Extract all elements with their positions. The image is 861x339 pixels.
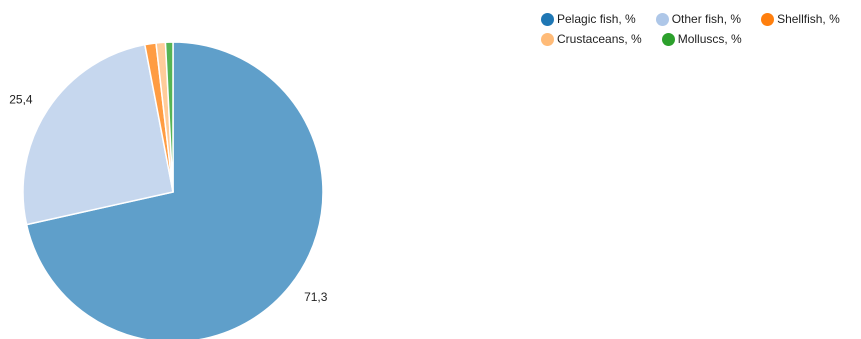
pie-slice-other-fish[interactable] <box>22 43 174 226</box>
legend-row-1: Pelagic fish, % Other fish, % Shellfish,… <box>541 9 861 29</box>
data-label-other-fish: 25,4 <box>9 93 33 107</box>
legend-label-other-fish: Other fish, % <box>671 12 742 26</box>
legend-row-2: Crustaceans, % Molluscs, % <box>541 29 861 49</box>
data-label-pelagic-fish: 71,3 <box>304 290 328 304</box>
legend-item-other-fish[interactable]: Other fish, % <box>655 9 742 29</box>
legend-swatch-crustaceans <box>541 32 554 46</box>
chart-legend: Pelagic fish, % Other fish, % Shellfish,… <box>541 9 861 49</box>
legend-swatch-molluscs <box>661 32 675 46</box>
legend-label-crustaceans: Crustaceans, % <box>557 32 642 46</box>
pie-slice-molluscs[interactable] <box>164 41 174 193</box>
legend-item-crustaceans[interactable]: Crustaceans, % <box>541 29 642 49</box>
legend-item-pelagic-fish[interactable]: Pelagic fish, % <box>541 9 636 29</box>
legend-label-molluscs: Molluscs, % <box>677 32 742 46</box>
pie-slice-pelagic-fish[interactable] <box>25 41 324 339</box>
legend-item-molluscs[interactable]: Molluscs, % <box>661 29 742 49</box>
legend-label-pelagic-fish: Pelagic fish, % <box>557 12 636 26</box>
legend-swatch-other-fish <box>655 12 669 26</box>
legend-swatch-pelagic-fish <box>541 12 554 26</box>
legend-swatch-shellfish <box>761 12 775 26</box>
legend-label-shellfish: Shellfish, % <box>777 12 840 26</box>
legend-item-shellfish[interactable]: Shellfish, % <box>761 9 840 29</box>
